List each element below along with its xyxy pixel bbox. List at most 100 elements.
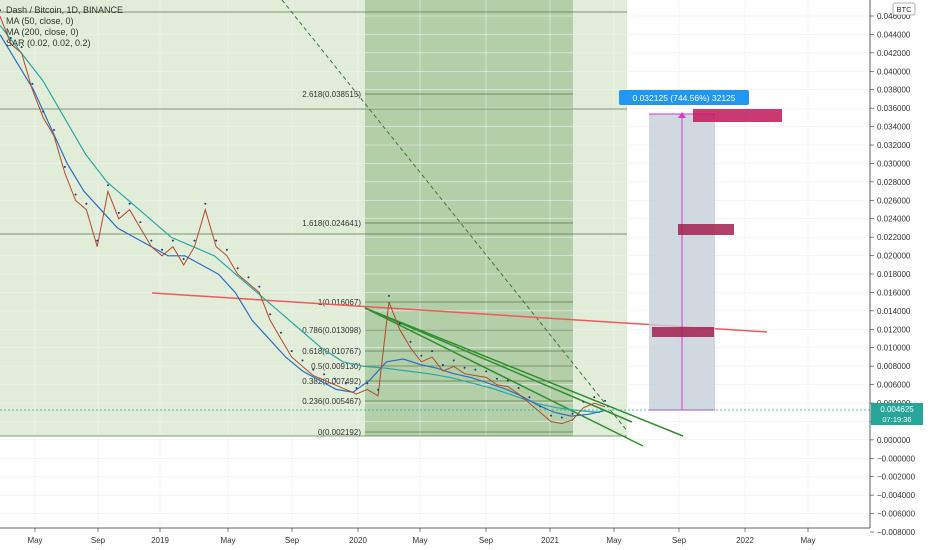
sar-dot [355, 387, 358, 389]
price-tick-label: 0.006000 [877, 381, 911, 390]
sar-dot [377, 388, 380, 391]
sar-dot [74, 193, 77, 196]
sar-dot [107, 184, 109, 187]
sar-dot [171, 239, 174, 242]
price-axis[interactable] [870, 0, 932, 550]
sar-dot [117, 211, 120, 214]
time-tick-label: Sep [479, 536, 494, 545]
time-tick-label: May [800, 536, 815, 545]
sar-dot [150, 239, 153, 242]
time-tick-label: 2020 [349, 536, 367, 545]
fibonacci-levels: 2.618(0.038515) 1.618(0.024641) 1(0.016067… [0, 11, 627, 437]
fib-level-label: 1(0.016067) [318, 298, 361, 307]
time-tick-label: Sep [285, 536, 300, 545]
measure-arrow-icon [678, 112, 686, 118]
sar-dot [431, 350, 434, 353]
sar-dot [279, 331, 282, 334]
price-tick-label: 0.020000 [877, 252, 911, 261]
sar-dot [528, 396, 531, 399]
sar-dot [387, 294, 390, 297]
target-box-3[interactable] [652, 327, 714, 337]
sar-dot [506, 379, 509, 382]
sar-dot [20, 46, 23, 49]
sar-dot [366, 382, 369, 385]
price-tick-label: 0.024000 [877, 215, 911, 224]
price-tick-label: 0.008000 [877, 362, 911, 371]
price-tick-label: 0.000000 [877, 436, 911, 445]
fib-level-label: 0.5(0.009130) [311, 362, 361, 371]
sar-dot [9, 36, 12, 39]
time-tick-label: 2019 [151, 536, 169, 545]
sar-dot [161, 248, 164, 251]
price-tick-label: −0.006000 [877, 510, 916, 519]
green-zone-highlight [365, 0, 573, 436]
price-tick-label: 0.016000 [877, 288, 911, 297]
measure-label-badge [619, 90, 749, 105]
sar-dot [560, 416, 563, 419]
fib-level-label: 2.618(0.038515) [302, 90, 361, 99]
sar-dot [323, 373, 326, 376]
sar-dot [182, 258, 185, 260]
sar-dot [474, 368, 477, 371]
sar-dot [63, 165, 66, 168]
currency-badge-text: BTC [897, 5, 913, 14]
sar-dot [398, 322, 401, 325]
sar-dot [420, 354, 423, 357]
fib-level-label: 0.236(0.005467) [302, 397, 361, 406]
sar-dot [344, 382, 347, 385]
target-box-2[interactable] [678, 224, 734, 235]
sar-dot [85, 202, 88, 205]
fib-level-label: 0(0.002192) [318, 428, 361, 437]
ma50-line [0, 34, 606, 417]
fib-level-label: 0.786(0.013098) [302, 326, 361, 335]
sar-dot [496, 377, 498, 380]
ma200-line [0, 25, 601, 413]
currency-badge[interactable] [892, 2, 916, 16]
price-tick-label: 0.040000 [877, 67, 911, 76]
sar-dot [31, 82, 34, 85]
price-tick-label: 0.022000 [877, 233, 911, 242]
time-tick-label: 2021 [541, 536, 559, 545]
price-tick-label: 0.018000 [877, 270, 911, 279]
price-tick-label: 0.038000 [877, 86, 911, 95]
green-trendline-bottom[interactable] [364, 307, 644, 447]
time-tick-label: 2022 [736, 536, 754, 545]
target-box-1[interactable] [693, 109, 782, 122]
fib-level-label: 1.618(0.024641) [302, 219, 361, 228]
fib-level-label: 0.618(0.010767) [302, 347, 361, 356]
sar-dot [247, 276, 250, 279]
sar-dot [139, 221, 142, 224]
green-trendline-lower[interactable] [364, 307, 684, 437]
sar-dot [290, 350, 293, 353]
price-tick-label: 0.028000 [877, 178, 911, 187]
chart-legend: Dash / Bitcoin, 1D, BINANCE MA (50, clos… [6, 5, 123, 48]
sar-dot [571, 412, 574, 415]
price-polyline [0, 16, 606, 425]
sar-dot [0, 9, 1, 12]
dashed-trendline[interactable] [281, 0, 629, 433]
current-price-value: 0.004625 [880, 405, 914, 414]
sar-dot [215, 239, 218, 242]
sar-dot [593, 396, 596, 399]
legend-symbol: Dash / Bitcoin, 1D, BINANCE [6, 5, 123, 15]
sar-dot [42, 110, 45, 113]
time-axis[interactable] [0, 528, 870, 550]
price-axis-labels: 0.046000 0.044000 0.042000 0.040000 0.038000… [870, 12, 916, 537]
price-tick-label: 0.036000 [877, 104, 911, 113]
price-tick-label: 0.046000 [877, 12, 911, 21]
time-tick-label: May [27, 536, 42, 545]
sar-dot [301, 359, 304, 362]
sar-dot [225, 248, 228, 251]
time-axis-labels: May Sep 2019 May Sep 2020 May Sep 2021 May Sep 2022… [27, 528, 816, 545]
price-series [0, 9, 606, 425]
green-trendline-upper[interactable] [364, 307, 633, 423]
price-tick-label: −0.004000 [877, 491, 916, 500]
time-tick-label: May [606, 536, 621, 545]
sar-dot [409, 340, 412, 343]
price-tick-label: 0.034000 [877, 123, 911, 132]
sar-dot [312, 368, 315, 371]
sar-dot [333, 377, 336, 380]
sar-dot [582, 400, 585, 403]
